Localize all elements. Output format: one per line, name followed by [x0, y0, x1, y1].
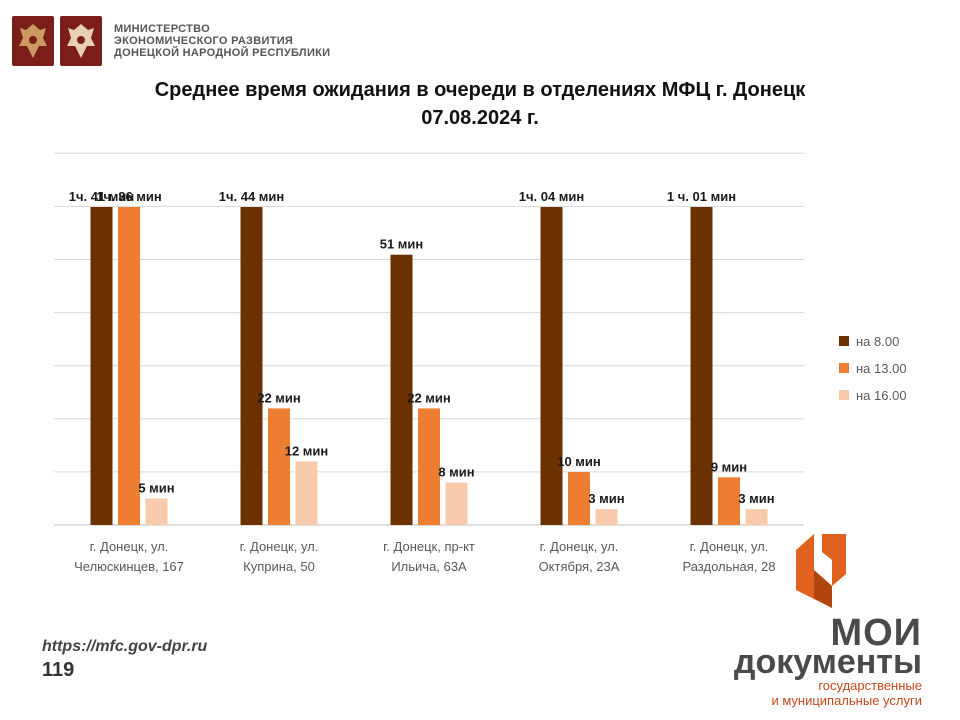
data-label: 5 мин	[138, 481, 174, 496]
legend-swatch	[839, 390, 849, 400]
bar	[118, 207, 140, 525]
bar	[418, 408, 440, 525]
category-label: г. Донецк, ул.	[240, 539, 319, 554]
category-label: Куприна, 50	[243, 559, 315, 574]
bar	[690, 207, 713, 525]
moi-dokumenty-logo-icon	[796, 534, 846, 608]
data-label: 1 ч. 01 мин	[667, 189, 736, 204]
bar	[295, 461, 318, 525]
data-label: 8 мин	[438, 465, 474, 480]
category-label: Челюскинцев, 167	[74, 559, 184, 574]
bar	[145, 498, 168, 525]
ministry-line: ЭКОНОМИЧЕСКОГО РАЗВИТИЯ	[114, 35, 294, 47]
bar	[390, 254, 413, 525]
brand-word-dokumenty: документы	[733, 643, 922, 681]
bar	[268, 408, 290, 525]
ministry-name: МИНИСТЕРСТВО ЭКОНОМИЧЕСКОГО РАЗВИТИЯ ДОН…	[114, 23, 330, 59]
data-label: 12 мин	[285, 443, 329, 458]
brand-subtitle-2: и муниципальные услуги	[771, 693, 922, 708]
data-label: 3 мин	[588, 491, 624, 506]
category-label: г. Донецк, пр-кт	[383, 539, 475, 554]
category-label: г. Донецк, ул.	[540, 539, 619, 554]
footer-url: https://mfc.gov-dpr.ru	[42, 638, 208, 655]
page-number: 119	[42, 659, 75, 681]
ministry-line: МИНИСТЕРСТВО	[114, 23, 210, 35]
bar	[568, 472, 590, 525]
category-label: г. Донецк, ул.	[90, 539, 169, 554]
data-label: 10 мин	[557, 454, 601, 469]
chart-title-line2: 07.08.2024 г.	[421, 107, 539, 129]
moi-dokumenty-brand: МОИ документы государственные и муниципа…	[682, 530, 922, 710]
legend-label: на 13.00	[856, 361, 907, 376]
dnr-emblem-icon	[60, 16, 102, 66]
brand-subtitle-1: государственные	[818, 678, 922, 693]
header: МИНИСТЕРСТВО ЭКОНОМИЧЕСКОГО РАЗВИТИЯ ДОН…	[12, 14, 330, 68]
bar	[240, 207, 263, 525]
bar	[745, 509, 768, 525]
data-label: 22 мин	[407, 390, 451, 405]
data-label: 9 мин	[711, 459, 747, 474]
chart-title-line1: Среднее время ожидания в очереди в отдел…	[154, 79, 806, 101]
data-label: 1ч. 44 мин	[219, 189, 285, 204]
category-label: Раздольная, 28	[682, 559, 775, 574]
legend-label: на 8.00	[856, 334, 899, 349]
bar	[445, 482, 468, 525]
bar	[540, 207, 563, 525]
bar	[90, 207, 113, 525]
category-label: Ильича, 63А	[391, 559, 467, 574]
bar	[718, 477, 740, 525]
category-label: Октября, 23А	[539, 559, 620, 574]
category-label: г. Донецк, ул.	[690, 539, 769, 554]
data-label: 1ч. 41 мин	[69, 189, 135, 204]
data-label: 51 мин	[380, 237, 424, 252]
bar	[595, 509, 618, 525]
coat-of-arms-icon	[12, 16, 54, 66]
brand-word-moi: МОИ	[830, 612, 922, 654]
chart-title: Среднее время ожидания в очереди в отдел…	[0, 76, 960, 132]
data-label: 1ч. 36 мин	[96, 189, 162, 204]
data-label: 1ч. 04 мин	[519, 189, 585, 204]
legend-label: на 16.00	[856, 388, 907, 403]
data-label: 22 мин	[257, 390, 301, 405]
legend-swatch	[839, 363, 849, 373]
data-label: 3 мин	[738, 491, 774, 506]
ministry-line: ДОНЕЦКОЙ НАРОДНОЙ РЕСПУБЛИКИ	[114, 47, 331, 59]
legend-swatch	[839, 336, 849, 346]
